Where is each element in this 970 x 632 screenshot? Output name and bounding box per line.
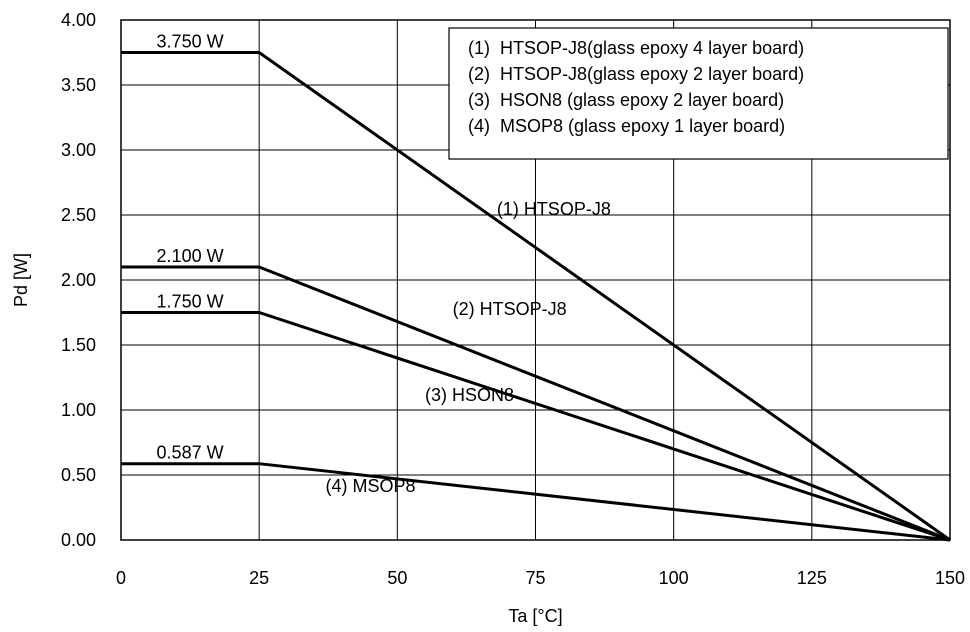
y-axis-title: Pd [W] <box>11 253 31 307</box>
legend-entry-3: (3) HSON8 (glass epoxy 2 layer board) <box>468 90 784 110</box>
x-tick-label: 125 <box>797 568 827 588</box>
y-tick-label: 1.50 <box>61 335 96 355</box>
curve-label-3: (3) HSON8 <box>425 385 514 405</box>
x-axis-title: Ta [°C] <box>508 606 562 626</box>
x-tick-label: 100 <box>659 568 689 588</box>
y-tick-label: 3.50 <box>61 75 96 95</box>
curve-labels: (1) HTSOP-J8 (2) HTSOP-J8 (3) HSON8 (4) MSO… <box>325 199 610 496</box>
y-tick-label: 1.00 <box>61 400 96 420</box>
plateau-label-1: 3.750 W <box>157 32 224 52</box>
plateau-label-2: 2.100 W <box>157 246 224 266</box>
y-tick-label: 0.50 <box>61 465 96 485</box>
series-line-1 <box>121 51 951 542</box>
x-tick-labels: 0 25 50 75 100 125 150 <box>116 568 965 588</box>
y-tick-label: 4.00 <box>61 10 96 30</box>
legend-entry-2: (2) HTSOP-J8(glass epoxy 2 layer board) <box>468 64 804 84</box>
series-line-3 <box>121 311 951 542</box>
x-tick-label: 0 <box>116 568 126 588</box>
curve-label-1: (1) HTSOP-J8 <box>497 199 611 219</box>
grid <box>120 19 951 541</box>
x-tick-label: 150 <box>935 568 965 588</box>
curve-label-4: (4) MSOP8 <box>325 476 415 496</box>
x-tick-label: 75 <box>525 568 545 588</box>
plateau-label-3: 1.750 W <box>157 292 224 312</box>
y-tick-label: 2.50 <box>61 205 96 225</box>
y-tick-label: 2.00 <box>61 270 96 290</box>
legend: (1) HTSOP-J8(glass epoxy 4 layer board) … <box>448 27 949 160</box>
legend-entry-1: (1) HTSOP-J8(glass epoxy 4 layer board) <box>468 38 804 58</box>
curve-label-2: (2) HTSOP-J8 <box>453 299 567 319</box>
plateau-labels: 3.750 W 2.100 W 1.750 W 0.587 W <box>157 32 224 463</box>
y-tick-label: 0.00 <box>61 530 96 550</box>
plateau-label-4: 0.587 W <box>157 443 224 463</box>
y-tick-labels: 0.00 0.50 1.00 1.50 2.00 2.50 3.00 3.50 4.00 <box>61 10 96 550</box>
series-layer <box>121 51 951 542</box>
legend-entry-4: (4) MSOP8 (glass epoxy 1 layer board) <box>468 116 785 136</box>
x-tick-label: 25 <box>249 568 269 588</box>
x-tick-label: 50 <box>387 568 407 588</box>
legend-box <box>448 27 949 160</box>
plot-frame <box>120 19 951 541</box>
series-line-4 <box>121 462 951 542</box>
y-tick-label: 3.00 <box>61 140 96 160</box>
series-line-2 <box>121 265 951 542</box>
